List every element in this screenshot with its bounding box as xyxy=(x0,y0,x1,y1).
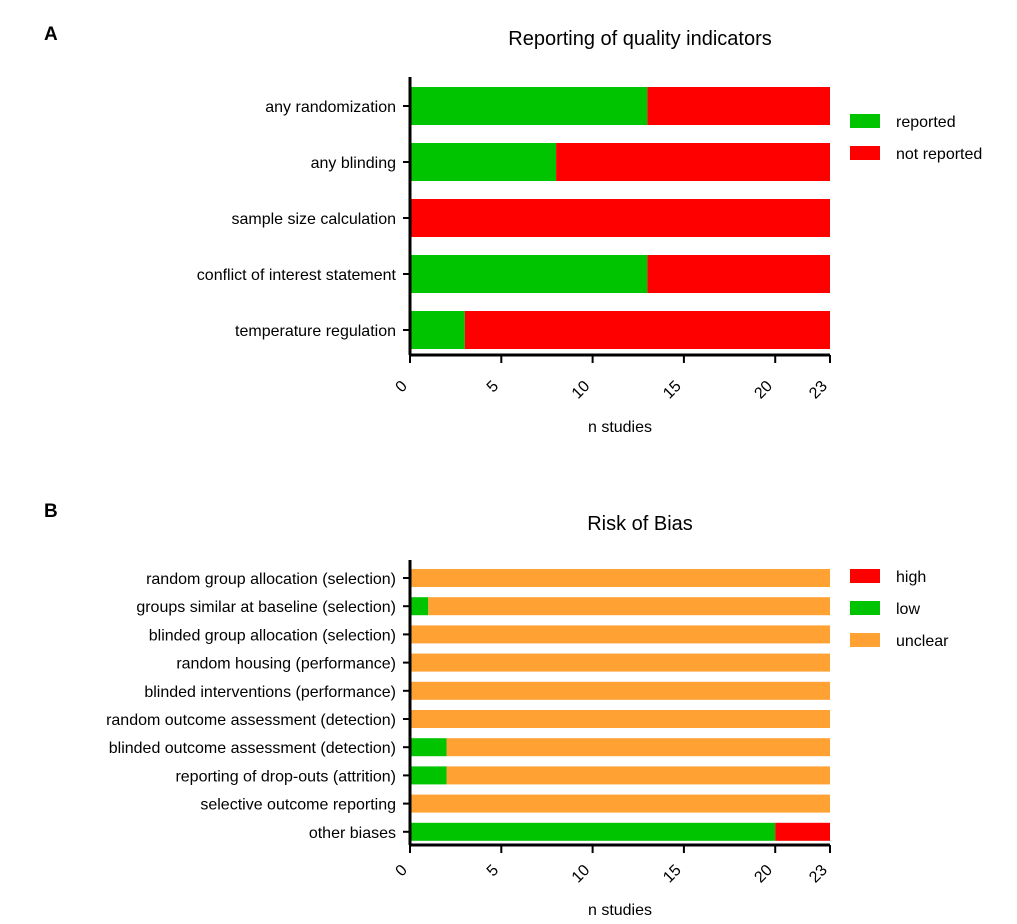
bar-unclear-blinded-outcome-assessment-detection xyxy=(446,738,830,757)
x-tick-label: 20 xyxy=(751,378,776,403)
bar-not-reported-any-blinding xyxy=(556,143,830,181)
bar-low-reporting-of-drop-outs-attrition xyxy=(410,766,447,785)
x-axis-label: n studies xyxy=(588,419,652,436)
x-tick-label: 23 xyxy=(806,378,831,403)
bar-reported-conflict-of-interest-statement xyxy=(410,255,648,293)
legend-label-unclear: unclear xyxy=(896,633,949,650)
bar-reported-any-randomization xyxy=(410,87,648,125)
x-tick-label: 10 xyxy=(569,862,594,887)
bar-reported-temperature-regulation xyxy=(410,311,465,349)
category-label: selective outcome reporting xyxy=(200,797,396,814)
bar-reported-any-blinding xyxy=(410,143,557,181)
panel-b: B Risk of Bias random group allocation (se… xyxy=(44,501,949,919)
bar-unclear-blinded-interventions-performance xyxy=(410,681,830,700)
chart-title: Reporting of quality indicators xyxy=(508,28,771,50)
category-label: conflict of interest statement xyxy=(197,267,397,284)
bar-not-reported-any-randomization xyxy=(647,87,830,125)
x-tick-label: 10 xyxy=(569,378,594,403)
legend-swatch-unclear xyxy=(850,633,880,647)
x-tick-label: 15 xyxy=(660,378,685,403)
legend-label-high: high xyxy=(896,569,926,586)
category-label: other biases xyxy=(309,825,396,842)
chart-title: Risk of Bias xyxy=(587,513,693,535)
panel-label: A xyxy=(44,24,58,45)
category-label: reporting of drop-outs (attrition) xyxy=(175,768,396,785)
panel-label: B xyxy=(44,501,58,522)
bar-not-reported-conflict-of-interest-statement xyxy=(647,255,830,293)
bar-unclear-reporting-of-drop-outs-attrition xyxy=(446,766,830,785)
legend-label-not-reported: not reported xyxy=(896,146,982,163)
legend-swatch-not-reported xyxy=(850,146,880,160)
category-label: any blinding xyxy=(311,155,396,172)
panel-a: A Reporting of quality indicators any rand… xyxy=(44,24,982,436)
x-tick-label: 20 xyxy=(751,862,776,887)
bar-low-blinded-outcome-assessment-detection xyxy=(410,738,447,757)
bar-unclear-random-housing-performance xyxy=(410,653,830,672)
category-label: blinded group allocation (selection) xyxy=(149,627,396,644)
category-label: blinded outcome assessment (detection) xyxy=(109,740,396,757)
bar-unclear-groups-similar-at-baseline-selection xyxy=(428,597,830,616)
category-label: groups similar at baseline (selection) xyxy=(136,599,396,616)
bar-not-reported-sample-size-calculation xyxy=(410,199,830,237)
x-tick-label: 5 xyxy=(484,378,502,396)
category-label: random outcome assessment (detection) xyxy=(106,712,396,729)
bar-unclear-random-group-allocation-selection xyxy=(410,569,830,587)
category-label: random group allocation (selection) xyxy=(146,571,396,588)
bar-high-other-biases xyxy=(775,822,830,841)
bar-not-reported-temperature-regulation xyxy=(464,311,830,349)
category-label: sample size calculation xyxy=(231,211,396,228)
x-tick-label: 0 xyxy=(393,862,411,880)
bar-low-other-biases xyxy=(410,822,776,841)
bar-low-groups-similar-at-baseline-selection xyxy=(410,597,429,616)
legend-swatch-reported xyxy=(850,114,880,128)
x-tick-label: 23 xyxy=(806,862,831,887)
bar-unclear-blinded-group-allocation-selection xyxy=(410,625,830,644)
legend-label-reported: reported xyxy=(896,114,956,131)
x-tick-label: 0 xyxy=(393,378,411,396)
category-label: random housing (performance) xyxy=(176,656,396,673)
category-label: temperature regulation xyxy=(235,323,396,340)
x-tick-label: 15 xyxy=(660,862,685,887)
category-label: blinded interventions (performance) xyxy=(144,684,396,701)
legend-swatch-low xyxy=(850,601,880,615)
bar-unclear-selective-outcome-reporting xyxy=(410,794,830,813)
bar-unclear-random-outcome-assessment-detection xyxy=(410,710,830,728)
legend-label-low: low xyxy=(896,601,920,618)
category-label: any randomization xyxy=(265,99,396,116)
legend-swatch-high xyxy=(850,569,880,583)
x-axis-label: n studies xyxy=(588,902,652,919)
x-tick-label: 5 xyxy=(484,862,502,880)
